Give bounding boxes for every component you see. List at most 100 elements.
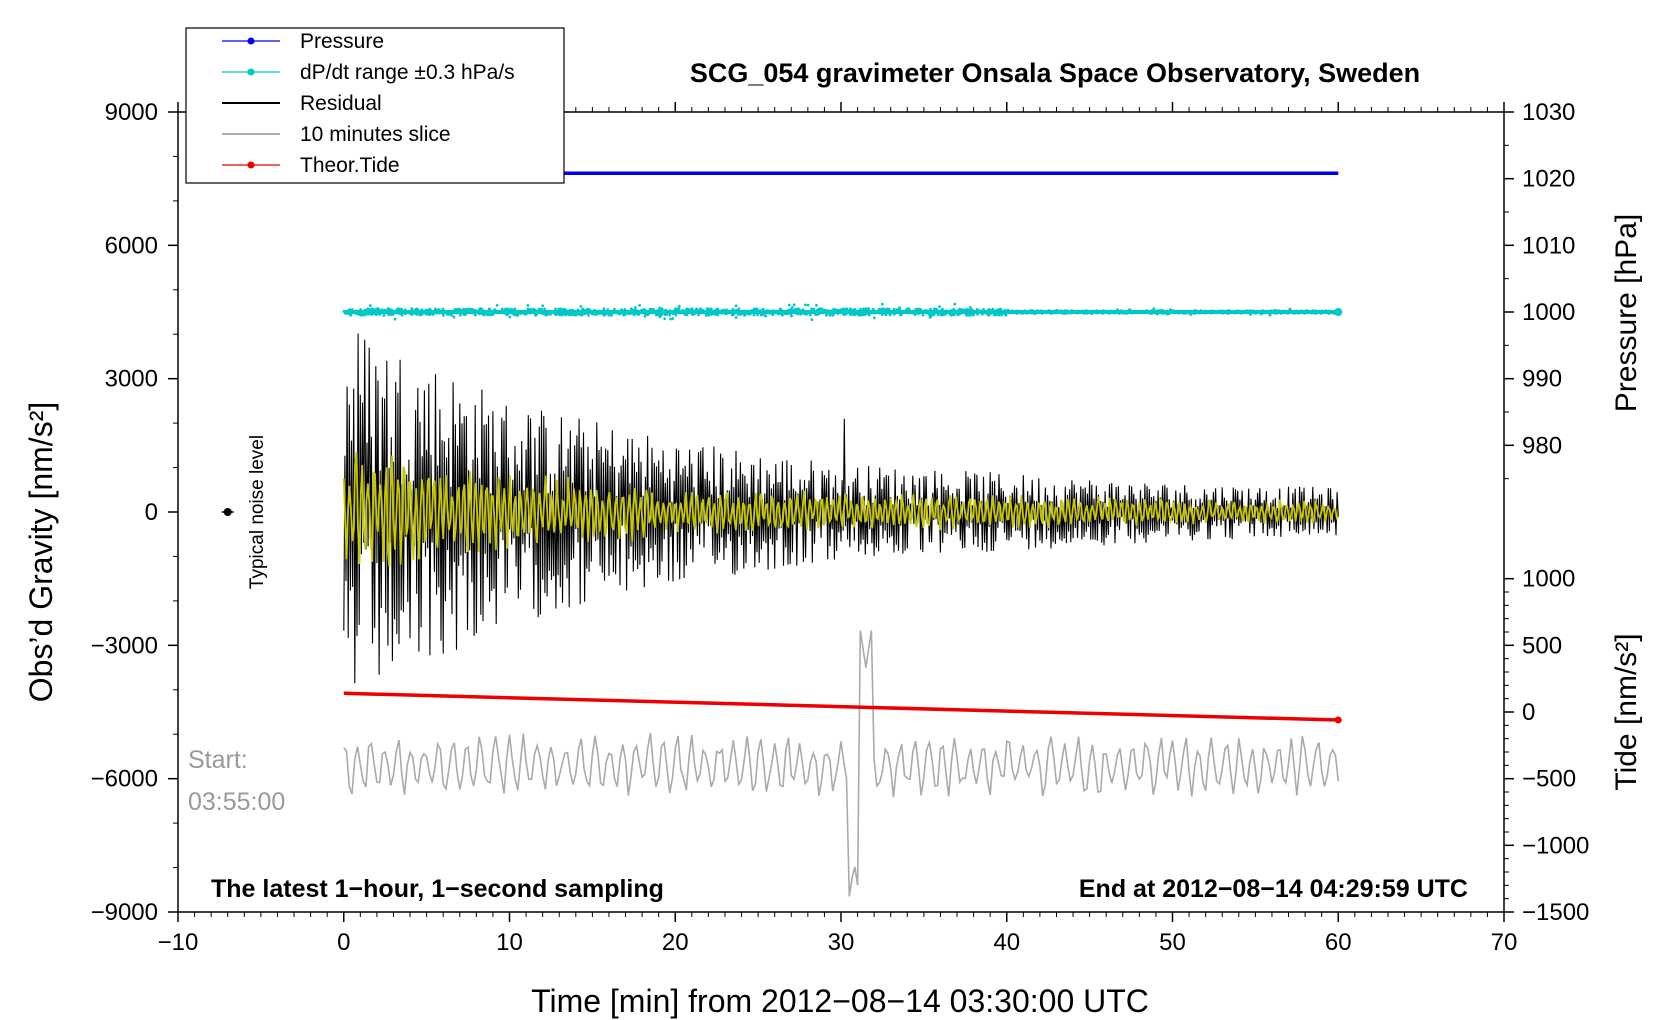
dpdt-point — [738, 313, 742, 316]
dpdt-point — [347, 312, 351, 316]
dpdt-point — [1019, 311, 1023, 315]
dpdt-point — [723, 312, 727, 316]
start-label: Start: — [188, 746, 248, 774]
dpdt-point — [633, 306, 637, 310]
dpdt-point — [992, 313, 996, 317]
dpdt-point — [415, 309, 419, 313]
pressure-tick-label: 1020 — [1522, 166, 1575, 193]
dpdt-point — [506, 310, 510, 314]
dpdt-point — [1263, 310, 1267, 314]
dpdt-point — [1006, 308, 1010, 312]
dpdt-point — [1156, 312, 1159, 316]
dpdt-point — [790, 314, 793, 318]
dpdt-point — [1248, 311, 1252, 314]
dpdt-point — [1246, 311, 1250, 315]
dpdt-point — [647, 312, 651, 315]
dpdt-point — [554, 307, 557, 311]
dpdt-point — [905, 308, 908, 312]
dpdt-point — [370, 312, 374, 316]
dpdt-point — [898, 310, 901, 314]
dpdt-point — [363, 308, 367, 312]
dpdt-point — [815, 303, 818, 307]
dpdt-point — [1057, 310, 1061, 313]
dpdt-point — [697, 313, 701, 317]
dpdt-point — [851, 313, 855, 316]
dpdt-point — [731, 308, 735, 312]
dpdt-point — [1240, 310, 1244, 314]
y-axis-label-left: Obs’d Gravity [nm/s²] — [23, 402, 59, 703]
dpdt-point — [580, 313, 584, 317]
dpdt-point — [609, 312, 613, 315]
dpdt-point — [1226, 311, 1230, 314]
dpdt-point — [964, 308, 967, 311]
dpdt-point — [668, 313, 672, 317]
dpdt-point — [1080, 309, 1083, 313]
dpdt-point — [387, 312, 391, 316]
dpdt-point — [1010, 309, 1014, 313]
dpdt-point — [859, 307, 862, 311]
dpdt-point — [612, 311, 616, 315]
dpdt-point — [787, 308, 791, 312]
dpdt-point — [1061, 310, 1065, 314]
dpdt-point — [430, 312, 433, 316]
dpdt-point — [523, 312, 527, 316]
dpdt-point — [581, 311, 585, 315]
dpdt-point — [1209, 309, 1213, 313]
dpdt-point — [803, 303, 807, 307]
dpdt-point — [805, 311, 809, 315]
y-tick-label: 3000 — [105, 366, 158, 393]
dpdt-point — [829, 312, 832, 316]
dpdt-point — [541, 304, 545, 308]
dpdt-point — [887, 307, 891, 311]
filtered-residual-line — [342, 451, 1339, 567]
dpdt-point — [989, 311, 993, 315]
dpdt-point — [460, 311, 464, 314]
dpdt-point — [452, 315, 456, 319]
dpdt-point — [374, 313, 378, 316]
dpdt-point — [1031, 309, 1034, 313]
x-tick-label: 10 — [496, 929, 523, 956]
dpdt-point — [1117, 311, 1121, 315]
dpdt-point — [1266, 311, 1270, 315]
dpdt-point — [1196, 311, 1200, 315]
dpdt-point — [572, 310, 576, 314]
dpdt-point — [617, 312, 620, 315]
dpdt-point — [794, 311, 798, 315]
dpdt-point — [396, 310, 400, 314]
dpdt-point — [1251, 309, 1255, 313]
pressure-tick-label: 980 — [1522, 432, 1562, 459]
dpdt-point — [494, 310, 498, 314]
dpdt-point — [410, 307, 414, 311]
dpdt-point — [660, 307, 664, 311]
dpdt-point — [969, 308, 973, 312]
dpdt-point — [997, 307, 1001, 311]
dpdt-point — [1313, 311, 1317, 315]
dpdt-point — [706, 312, 710, 316]
dpdt-point — [1189, 313, 1192, 316]
dpdt-point — [1259, 312, 1263, 316]
dpdt-point — [1054, 309, 1057, 313]
dpdt-point — [1036, 309, 1039, 313]
dpdt-point — [1287, 310, 1291, 314]
dpdt-point — [939, 311, 943, 315]
dpdt-point — [533, 313, 537, 317]
dpdt-point — [991, 309, 994, 313]
dpdt-point — [740, 309, 744, 313]
dpdt-point — [1180, 311, 1184, 315]
dpdt-point — [1273, 310, 1277, 314]
dpdt-point — [837, 308, 840, 312]
dpdt-point — [642, 308, 645, 312]
slice-line — [343, 630, 1340, 897]
dpdt-point — [400, 313, 404, 317]
dpdt-point — [725, 308, 728, 312]
dpdt-point — [737, 307, 741, 311]
dpdt-point — [864, 310, 868, 314]
tide-tick-label: 1000 — [1522, 566, 1575, 593]
x-tick-label: 20 — [662, 929, 689, 956]
axes-layer: −10 0 10 20 30 40 50 60 70−9000−6000−30000300060… — [91, 99, 1590, 956]
dpdt-point — [1159, 311, 1162, 314]
dpdt-point — [808, 313, 812, 317]
dpdt-point — [342, 309, 346, 313]
dpdt-point — [765, 309, 769, 313]
dpdt-point — [1007, 311, 1011, 315]
